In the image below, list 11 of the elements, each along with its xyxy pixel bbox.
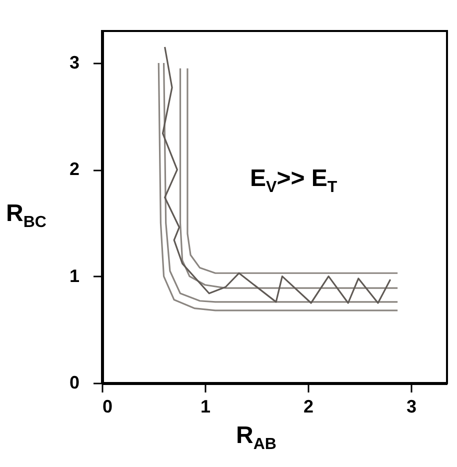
y-tick-label: 3 — [69, 52, 80, 72]
y-axis-title: R$_{BC}$ — [6, 200, 46, 232]
y-tick-label: 2 — [69, 159, 80, 180]
y-tick-label: 1 — [69, 266, 80, 286]
annotation: E$_{V}$>> E$_{T}$ — [250, 165, 338, 197]
x-tick-label: 1 — [200, 396, 210, 416]
x-tick-label: 3 — [406, 396, 416, 416]
x-tick-label: 2 — [303, 396, 314, 416]
x-axis-title: R$_{AB}$ — [236, 422, 276, 454]
y-tick-label: 0 — [69, 372, 80, 392]
x-tick-label: 0 — [102, 396, 113, 416]
